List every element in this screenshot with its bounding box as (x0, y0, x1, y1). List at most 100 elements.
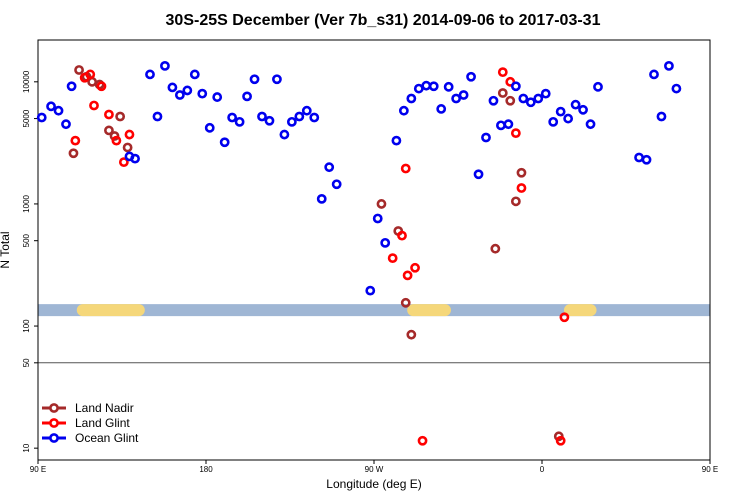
point-2-10 (167, 82, 178, 93)
x-axis: 90 E 180 90 W 0 90 E (30, 460, 718, 474)
point-2-26 (286, 116, 297, 127)
point-2-11 (174, 90, 185, 100)
point-2-33 (365, 285, 376, 296)
point-0-17 (516, 167, 527, 178)
point-2-54 (525, 97, 536, 108)
point-2-41 (428, 81, 439, 92)
point-0-8 (122, 142, 133, 153)
point-2-57 (548, 116, 559, 127)
point-2-68 (664, 60, 674, 71)
point-1-9 (400, 163, 411, 174)
point-2-9 (160, 60, 170, 71)
point-2-62 (585, 119, 596, 130)
point-1-11 (397, 230, 407, 241)
point-2-13 (189, 69, 200, 80)
point-2-50 (496, 120, 506, 131)
point-2-60 (570, 99, 581, 110)
point-2-48 (481, 132, 491, 143)
point-2-6 (130, 153, 140, 164)
point-2-21 (249, 74, 260, 85)
point-2-25 (279, 129, 290, 140)
point-2-23 (264, 115, 275, 126)
x-tick-label-2: 90 W (365, 465, 384, 474)
point-0-15 (505, 95, 516, 106)
point-1-3 (96, 81, 107, 92)
point-2-29 (309, 112, 320, 123)
point-1-7 (118, 157, 129, 168)
point-2-42 (436, 104, 447, 114)
legend-marker-1 (49, 418, 59, 428)
point-2-30 (316, 193, 327, 204)
point-1-12 (402, 270, 413, 281)
point-2-4 (66, 81, 77, 92)
x-tick-label-3: 0 (540, 465, 545, 474)
point-1-8 (124, 129, 135, 140)
point-2-58 (555, 106, 566, 117)
point-2-64 (634, 152, 644, 163)
point-2-32 (331, 179, 342, 190)
point-0-13 (490, 243, 501, 254)
y-axis-label: N Total (0, 231, 12, 268)
point-2-66 (649, 69, 659, 80)
x-tick-label-4: 90 E (702, 465, 718, 474)
point-2-12 (182, 85, 193, 96)
point-2-8 (152, 111, 163, 122)
point-2-65 (641, 154, 652, 165)
point-2-0 (36, 112, 47, 123)
point-2-44 (451, 93, 462, 104)
y-tick-label-3: 500 (22, 233, 31, 247)
series-ocean-glint (36, 60, 682, 296)
legend-label-0: Land Nadir (75, 401, 134, 415)
point-2-67 (656, 111, 667, 122)
point-0-16 (510, 196, 521, 207)
point-2-31 (324, 162, 335, 173)
point-1-0 (70, 135, 81, 146)
point-0-12 (406, 329, 417, 340)
point-0-0 (68, 148, 79, 159)
x-axis-label: Longitude (deg E) (326, 477, 421, 491)
point-2-16 (212, 92, 223, 102)
point-0-3 (87, 76, 98, 87)
point-1-5 (104, 109, 114, 120)
point-2-38 (406, 93, 417, 104)
point-2-47 (473, 169, 484, 180)
x-tick-label-1: 180 (199, 465, 213, 474)
point-2-53 (518, 93, 529, 104)
point-1-10 (387, 253, 398, 264)
point-0-9 (376, 199, 387, 209)
chart-title: 30S-25S December (Ver 7b_s31) 2014-09-06… (166, 12, 601, 29)
point-2-28 (301, 105, 312, 116)
point-0-1 (74, 65, 84, 75)
y-tick-label-0: 10 (22, 443, 31, 452)
point-2-18 (227, 112, 238, 123)
point-2-37 (398, 105, 409, 116)
point-2-63 (593, 81, 603, 92)
point-0-14 (497, 88, 508, 98)
point-1-15 (497, 67, 508, 78)
point-2-43 (443, 81, 454, 92)
point-1-13 (410, 262, 420, 273)
point-2-61 (578, 104, 588, 115)
y-tick-label-4: 1000 (22, 194, 31, 212)
point-0-7 (115, 111, 126, 122)
point-2-14 (197, 88, 208, 99)
y-axis: 10 50 100 500 1000 5000 10000 (22, 70, 38, 453)
point-1-6 (111, 135, 122, 146)
point-2-52 (510, 81, 521, 92)
x-tick-label-0: 90 E (30, 465, 46, 474)
point-2-39 (413, 83, 424, 94)
point-0-5 (104, 125, 114, 136)
point-2-20 (242, 91, 252, 102)
point-2-17 (219, 137, 230, 148)
data-points (36, 60, 682, 446)
point-2-51 (503, 119, 514, 130)
legend-marker-2 (49, 433, 59, 443)
point-2-3 (61, 119, 71, 130)
point-1-20 (559, 312, 570, 323)
point-2-46 (466, 71, 476, 82)
y-tick-label-6: 10000 (22, 70, 31, 93)
point-2-15 (204, 122, 215, 133)
legend-label-2: Ocean Glint (75, 431, 139, 445)
point-2-7 (145, 69, 155, 80)
